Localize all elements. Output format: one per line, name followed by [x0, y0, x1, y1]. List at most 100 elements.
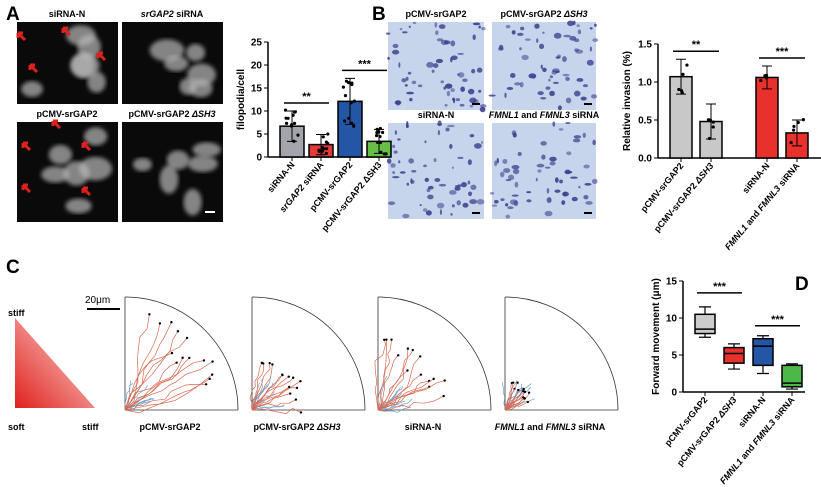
significance-label: *** — [776, 46, 790, 58]
trajectory-endpoint — [170, 351, 174, 355]
label-part: pCMV-srGAP2 — [139, 422, 200, 432]
trajectory-endpoint — [208, 377, 211, 381]
invading-cell — [544, 210, 553, 217]
invading-cell — [462, 78, 468, 82]
cell-shape — [66, 25, 96, 46]
invading-cell — [545, 86, 551, 90]
y-tick-label: 5 — [671, 351, 677, 362]
trajectory-endpoint — [170, 321, 173, 324]
trajectory-endpoint — [299, 411, 303, 414]
trajectory-plot-3: siRNA-N — [374, 296, 492, 432]
invasion-image-4: FMNL1 and FMNL3 siRNA — [489, 110, 600, 219]
label-part: FMNL3 — [751, 417, 778, 446]
trajectory-endpoint — [185, 336, 189, 340]
trajectory — [251, 399, 297, 411]
x-tick-label: siRNA-N — [265, 160, 296, 194]
invading-cell — [424, 140, 427, 144]
data-point — [707, 136, 712, 141]
data-point — [681, 72, 685, 77]
invading-cell — [411, 170, 417, 173]
invading-cell — [589, 46, 592, 52]
invading-cell — [412, 21, 417, 25]
invading-cell — [555, 70, 560, 73]
invasion-image-label: FMNL1 and FMNL3 siRNA — [489, 110, 600, 120]
label-part: siRNA-N — [265, 160, 296, 194]
invasion-image-label: siRNA-N — [418, 110, 455, 120]
invading-cell — [585, 201, 593, 205]
invading-cell — [519, 81, 524, 88]
data-point — [320, 150, 324, 154]
label-part: FMNL1 — [495, 422, 525, 432]
invading-cell — [408, 25, 411, 29]
invading-cell — [511, 194, 519, 197]
invading-cell — [573, 90, 581, 97]
invading-cell — [584, 183, 592, 186]
invading-cell — [562, 73, 570, 77]
data-point — [376, 140, 380, 144]
box — [752, 337, 774, 367]
label-part: FMNL3 — [546, 422, 576, 432]
y-tick-label: 15 — [251, 84, 263, 95]
invading-cell — [434, 177, 441, 182]
error-bar — [676, 58, 686, 95]
invading-cell — [583, 194, 589, 200]
data-point — [292, 121, 297, 126]
trajectory-plot-label: pCMV-srGAP2 ΔSH3 — [253, 422, 340, 432]
trajectory — [251, 363, 271, 411]
y-tick-label: 1.5 — [638, 40, 652, 51]
label-part: siRNA — [174, 9, 204, 19]
trajectory — [377, 339, 387, 411]
trajectory-endpoint — [411, 348, 414, 352]
invading-cell — [546, 187, 550, 194]
invading-cell — [589, 27, 593, 30]
invading-cell — [457, 73, 460, 76]
trajectory-endpoint — [210, 373, 214, 376]
invading-cell — [561, 200, 566, 205]
trajectory — [377, 378, 434, 411]
invading-cell — [496, 157, 499, 164]
data-point — [344, 79, 349, 83]
x-tick-label: pCMV-srGAP2 ΔSH3 — [320, 160, 384, 233]
y-axis-label: Relative invasion (%) — [622, 51, 633, 151]
label-part: siRNA-N — [740, 161, 771, 195]
label-part: siRNA-N — [418, 110, 455, 120]
quarter-circle — [124, 296, 239, 411]
invading-cell — [405, 76, 409, 81]
invading-cell — [505, 179, 512, 182]
trajectory-endpoint — [158, 322, 162, 325]
invading-cell — [469, 104, 474, 108]
stiffness-gradient-triangle — [15, 318, 95, 408]
invading-cell — [505, 214, 511, 219]
invading-cell — [512, 168, 520, 175]
label-part: siRNA — [576, 422, 606, 432]
invasion-image-label: pCMV-srGAP2 ΔSH3 — [500, 9, 587, 19]
trajectory-endpoint — [522, 387, 525, 391]
trajectory-endpoint — [288, 385, 291, 389]
invading-cell — [566, 151, 572, 156]
invading-cell — [541, 154, 546, 160]
invading-cell — [576, 24, 580, 28]
invading-cell — [397, 138, 401, 141]
invading-cell — [583, 164, 590, 169]
invading-cell — [398, 62, 401, 68]
label-part: ΔSH3 — [715, 395, 738, 420]
invading-cell — [594, 23, 597, 27]
invading-cell — [557, 105, 562, 111]
invading-cell — [562, 56, 567, 63]
invading-cell — [478, 25, 481, 29]
invading-cell — [590, 94, 598, 99]
invading-cell — [409, 97, 413, 102]
invading-cell — [443, 86, 447, 90]
invading-cell — [554, 189, 561, 193]
data-point — [324, 151, 328, 156]
trajectory — [377, 386, 430, 411]
trajectory — [251, 384, 268, 411]
invading-cell — [436, 38, 444, 42]
trajectory — [504, 389, 519, 411]
invading-cell — [387, 201, 396, 206]
trajectory-endpoint — [432, 377, 435, 381]
cell-shape — [65, 198, 92, 214]
invading-cell — [385, 32, 391, 35]
